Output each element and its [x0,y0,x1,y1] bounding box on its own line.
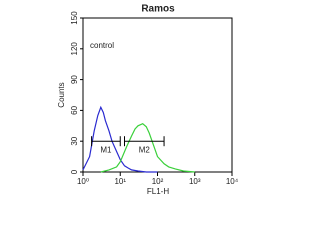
y-tick-label: 90 [70,75,79,84]
annotation: control [90,41,114,50]
y-axis-label: Counts [57,82,66,107]
x-tick-label: 10² [152,177,164,186]
x-tick-label: 10⁴ [226,177,239,186]
y-tick-label: 30 [70,136,79,145]
x-tick-label: 10³ [189,177,201,186]
x-axis-label: FL1-H [147,187,169,196]
marker-label: M1 [100,145,112,154]
x-tick-label: 10¹ [114,177,126,186]
x-tick-label: 10⁰ [77,177,89,186]
chart-title: Ramos [141,4,175,15]
y-tick-label: 60 [70,105,79,114]
marker-label: M2 [139,145,151,154]
y-tick-label: 150 [70,11,79,25]
y-tick-label: 0 [70,169,79,174]
y-tick-label: 120 [70,42,79,56]
series-line [100,122,195,173]
chart: Ramos Counts FL1-H control 0 30 60 90 120 150… [57,4,239,196]
